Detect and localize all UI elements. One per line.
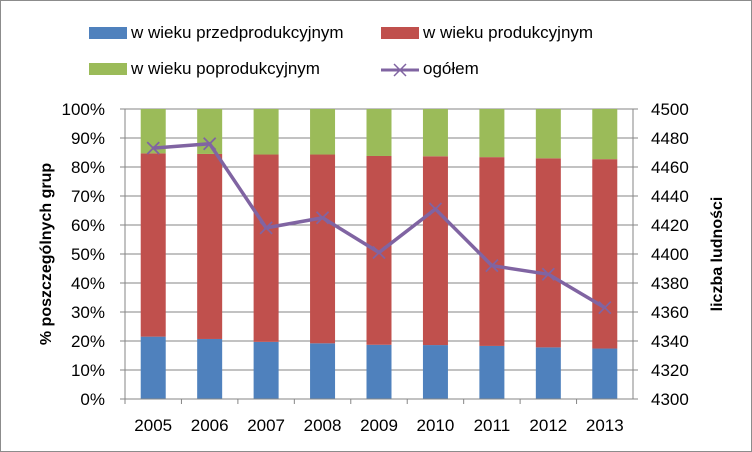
bar-segment bbox=[479, 109, 505, 158]
bar-segment bbox=[479, 345, 505, 399]
bar-segment bbox=[310, 109, 336, 155]
y-right-tick-label: 4300 bbox=[651, 390, 689, 409]
bar-segment bbox=[197, 338, 223, 399]
line-point-marker bbox=[259, 221, 273, 235]
line-point-marker bbox=[485, 258, 499, 273]
bar-segment bbox=[592, 109, 618, 160]
bar-segment bbox=[592, 348, 618, 399]
x-tick-label: 2006 bbox=[191, 416, 229, 435]
x-tick-label: 2011 bbox=[474, 416, 511, 435]
y-right-tick-label: 4360 bbox=[651, 303, 689, 322]
x-tick-label: 2013 bbox=[586, 416, 624, 435]
bar-segment bbox=[479, 157, 505, 346]
y-left-tick-label: 0% bbox=[80, 390, 105, 409]
bar-segment bbox=[422, 345, 448, 399]
y-left-tick-label: 40% bbox=[71, 274, 105, 293]
y-right-tick-label: 4460 bbox=[651, 158, 689, 177]
x-tick-label: 2009 bbox=[360, 416, 398, 435]
legend-label: ogółem bbox=[423, 59, 479, 78]
legend-line-marker-icon bbox=[381, 62, 419, 77]
bar-segment bbox=[253, 109, 279, 155]
line-point-marker bbox=[203, 137, 217, 151]
bar-segment bbox=[310, 154, 336, 344]
bar-segment bbox=[535, 347, 561, 399]
legend-label: w wieku przedprodukcyjnym bbox=[131, 23, 344, 42]
legend-swatch-red bbox=[381, 27, 419, 39]
x-tick-label: 2012 bbox=[529, 416, 567, 435]
bar-segment bbox=[535, 109, 561, 159]
bar-segment bbox=[366, 344, 392, 399]
y-left-tick-label: 100% bbox=[62, 100, 105, 119]
bar-segment bbox=[253, 154, 279, 342]
y-right-tick-label: 4440 bbox=[651, 187, 689, 206]
bar-segment bbox=[366, 109, 392, 156]
x-tick-label: 2010 bbox=[417, 416, 455, 435]
y-left-tick-label: 20% bbox=[71, 332, 105, 351]
y-right-tick-label: 4400 bbox=[651, 245, 689, 264]
y-right-tick-label: 4500 bbox=[651, 100, 689, 119]
y-left-tick-label: 70% bbox=[71, 187, 105, 206]
line-point-marker bbox=[372, 245, 386, 260]
bar-segment bbox=[310, 343, 336, 399]
y-right-tick-label: 4380 bbox=[651, 274, 689, 293]
legend-label: w wieku poprodukcyjnym bbox=[131, 59, 320, 78]
bar-segment bbox=[140, 336, 166, 399]
x-tick-label: 2007 bbox=[247, 416, 285, 435]
bar-segment bbox=[422, 109, 448, 157]
bar-segment bbox=[140, 153, 166, 337]
line-point-marker bbox=[598, 301, 612, 315]
line-point-marker bbox=[428, 202, 443, 216]
bar-segment bbox=[253, 341, 279, 399]
y-left-tick-label: 90% bbox=[71, 129, 105, 148]
y-left-tick-label: 60% bbox=[71, 216, 105, 235]
x-tick-label: 2008 bbox=[304, 416, 342, 435]
bar-segment bbox=[197, 153, 223, 339]
line-point-marker bbox=[315, 211, 330, 225]
y-left-tick-label: 80% bbox=[71, 158, 105, 177]
legend-item-przedprodukcyjny: w wieku przedprodukcyjnym bbox=[89, 23, 344, 43]
line-point-marker bbox=[146, 141, 160, 155]
y-right-tick-label: 4320 bbox=[651, 361, 689, 380]
legend-item-poprodukcyjny: w wieku poprodukcyjnym bbox=[89, 59, 320, 79]
bar-segment bbox=[422, 156, 448, 346]
y-left-tick-label: 30% bbox=[71, 303, 105, 322]
x-tick-label: 2005 bbox=[134, 416, 172, 435]
legend-swatch-green bbox=[89, 63, 127, 75]
y-right-axis-title: liczba ludności bbox=[709, 197, 726, 312]
bar-segment bbox=[592, 159, 618, 349]
legend-swatch-blue bbox=[89, 27, 127, 39]
legend-item-ogolem: ogółem bbox=[381, 59, 479, 79]
legend: w wieku przedprodukcyjnym w wieku produk… bbox=[89, 21, 649, 85]
legend-item-produkcyjny: w wieku produkcyjnym bbox=[381, 23, 593, 43]
line-point-marker bbox=[541, 267, 555, 281]
bar-segment bbox=[535, 158, 561, 348]
legend-label: w wieku produkcyjnym bbox=[423, 23, 594, 42]
y-left-tick-label: 10% bbox=[71, 361, 105, 380]
y-right-tick-label: 4340 bbox=[651, 332, 689, 351]
y-left-tick-label: 50% bbox=[71, 245, 105, 264]
bar-segment bbox=[197, 109, 223, 154]
y-left-axis-title: % poszczególnych grup bbox=[38, 163, 55, 345]
y-right-tick-label: 4480 bbox=[651, 129, 689, 148]
y-right-tick-label: 4420 bbox=[651, 216, 689, 235]
